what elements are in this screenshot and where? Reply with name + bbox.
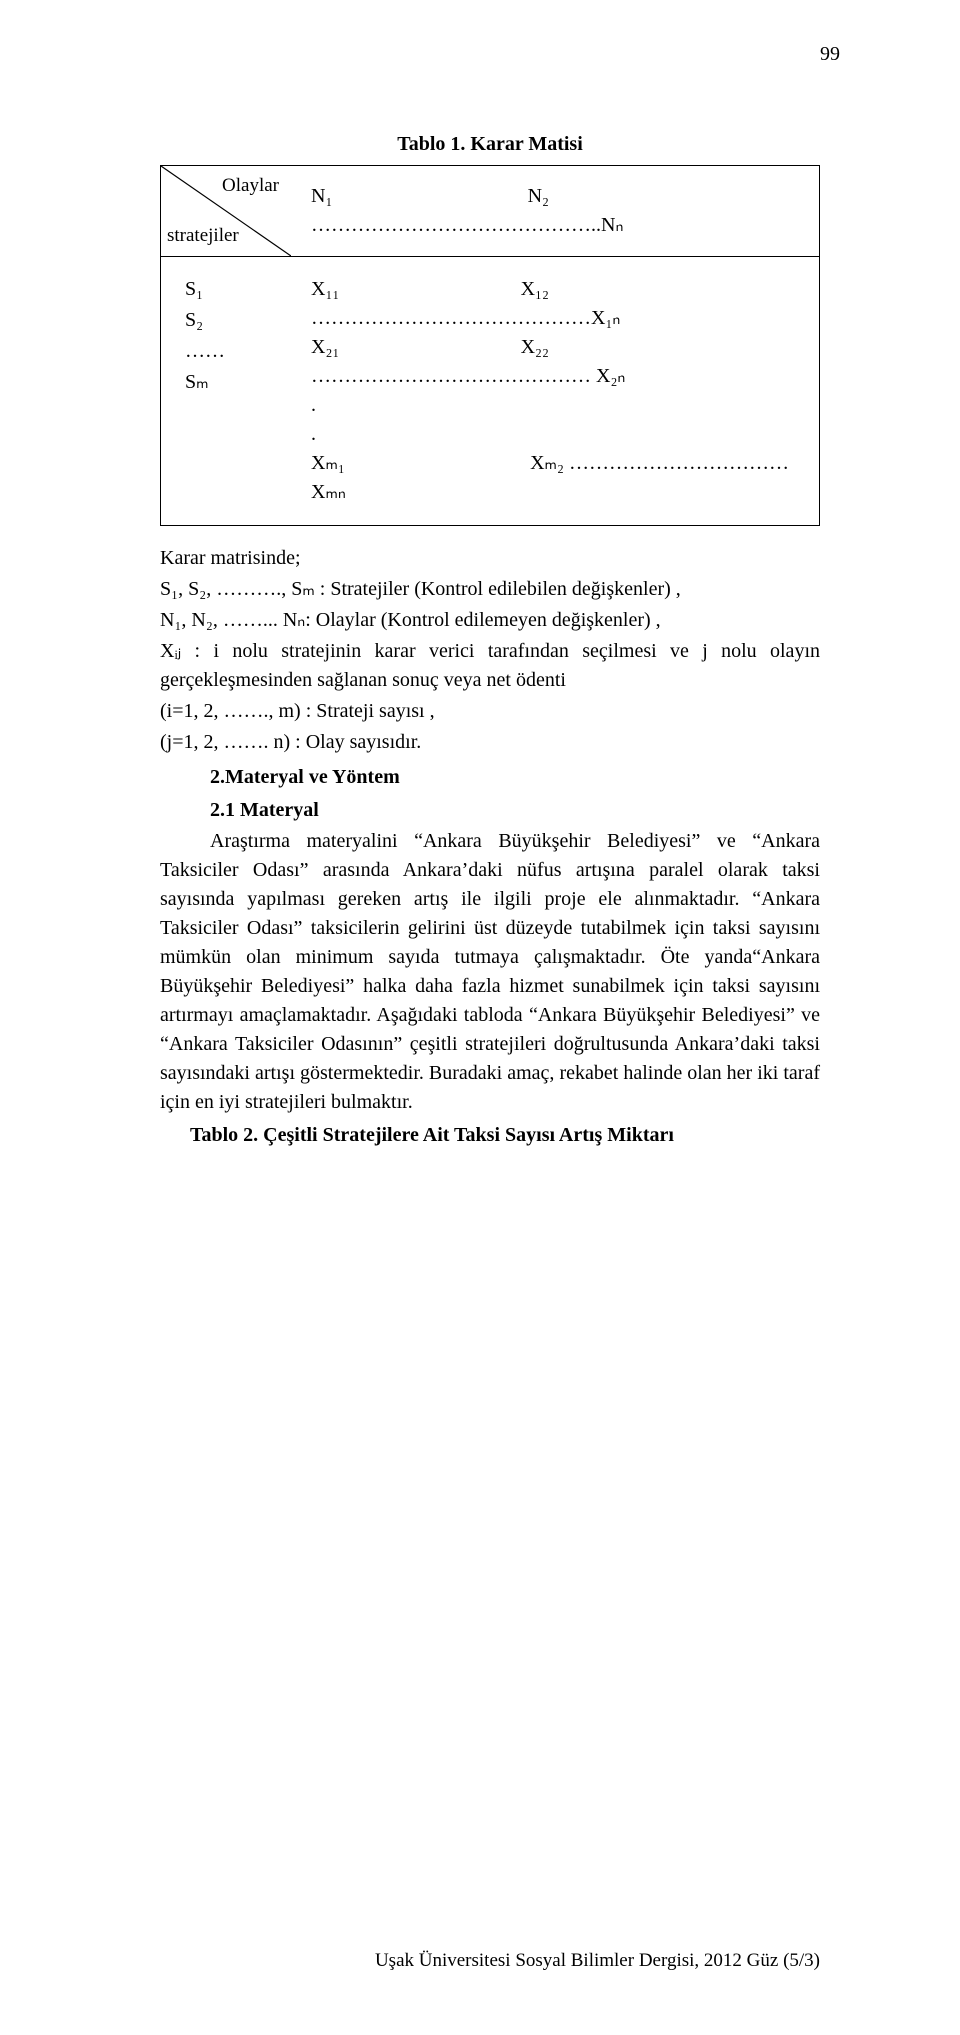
cell-xm2: Xₘ₂ ……………………………	[530, 449, 789, 478]
journal-footer: Uşak Üniversitesi Sosyal Bilimler Dergis…	[375, 1947, 820, 1975]
cell-dot2: .	[311, 420, 789, 449]
row-dots: ……	[185, 337, 291, 366]
cell-x12: X₁₂	[521, 275, 549, 304]
cell-x2n: …………………………………… X₂ₙ	[311, 362, 789, 391]
karar-matrisi-table: Olaylar stratejiler N₁ N₂ ………………………………………	[160, 165, 820, 526]
matrix-cells: X₁₁ X₁₂ ……………………………………X₁ₙ X₂₁ X₂₂ …………………	[291, 257, 819, 525]
cell-x11: X₁₁	[311, 275, 339, 304]
matrix-header-row: Olaylar stratejiler N₁ N₂ ………………………………………	[161, 166, 819, 257]
row-sm: Sₘ	[185, 368, 291, 397]
row-s2: S₂	[185, 306, 291, 335]
row-headers: S₁ S₂ …… Sₘ	[161, 257, 291, 525]
cell-x1n: ……………………………………X₁ₙ	[311, 304, 789, 333]
col-n2: N₂	[528, 182, 549, 211]
paragraph-text: Araştırma materyalini “Ankara Büyükşehir…	[160, 827, 820, 1117]
paragraph-body: Araştırma materyalini “Ankara Büyükşehir…	[160, 827, 820, 1117]
cell-x22: X₂₂	[521, 333, 549, 362]
table1-title: Tablo 1. Karar Matisi	[160, 130, 820, 159]
cell-dot1: .	[311, 391, 789, 420]
table2-title: Tablo 2. Çeşitli Stratejilere Ait Taksi …	[160, 1121, 820, 1150]
cell-xm1: Xₘ₁	[311, 449, 345, 478]
def-line-2: S₁, S₂, ………., Sₘ : Stratejiler (Kontrol …	[160, 575, 820, 604]
def-line-3: N₁, N₂, ……... Nₙ: Olaylar (Kontrol edile…	[160, 606, 820, 635]
def-line-5: (i=1, 2, ……., m) : Strateji sayısı ,	[160, 697, 820, 726]
header-stratejiler: stratejiler	[167, 222, 239, 250]
def-line-4: Xᵢⱼ : i nolu stratejinin karar verici ta…	[160, 637, 820, 695]
section-2-heading: 2.Materyal ve Yöntem	[160, 763, 820, 792]
row-s1: S₁	[185, 275, 291, 304]
definitions-block: Karar matrisinde; S₁, S₂, ………., Sₘ : Str…	[160, 544, 820, 757]
header-olaylar: Olaylar	[222, 172, 279, 200]
page-content: Tablo 1. Karar Matisi Olaylar stratejile…	[0, 0, 960, 1150]
col-n1: N₁	[311, 182, 332, 211]
def-line-1: Karar matrisinde;	[160, 544, 820, 573]
page-number: 99	[820, 40, 840, 69]
def-line-6: (j=1, 2, ……. n) : Olay sayısıdır.	[160, 728, 820, 757]
col-nn: ……………………………………..Nₙ	[311, 211, 789, 240]
diagonal-header-cell: Olaylar stratejiler	[161, 166, 291, 256]
cell-xmn: Xₘₙ	[311, 478, 789, 507]
column-headers: N₁ N₂ ……………………………………..Nₙ	[291, 166, 819, 256]
section-2-1-heading: 2.1 Materyal	[160, 796, 820, 825]
matrix-body: S₁ S₂ …… Sₘ X₁₁ X₁₂ ……………………………………X₁ₙ X₂…	[161, 257, 819, 525]
cell-x21: X₂₁	[311, 333, 339, 362]
